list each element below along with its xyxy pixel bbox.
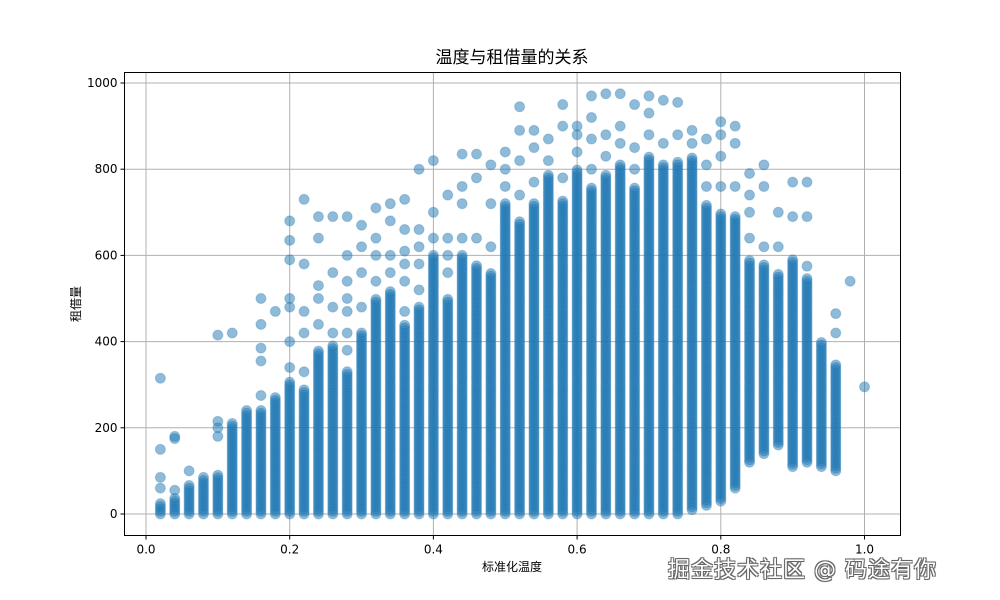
x-tick-label: 0.2 [280,543,299,557]
x-axis-ticks: 0.0 0.2 0.4 0.6 0.8 1.0 [136,535,874,557]
x-axis-label: 标准化温度 [482,559,542,574]
y-tick-label: 200 [95,421,118,435]
x-tick-label: 0.6 [568,543,587,557]
grid-lines [124,72,901,536]
axes-frame [124,72,901,536]
y-axis-label: 租借量 [69,286,83,322]
y-tick-label: 600 [95,248,118,262]
y-tick-label: 0 [110,507,118,521]
x-tick-label: 0.0 [136,543,155,557]
watermark: 掘金技术社区 @ 码途有你 [668,558,937,583]
y-tick-label: 1000 [87,76,118,90]
y-tick-label: 800 [95,162,118,176]
chart-title: 温度与租借量的关系 [436,48,589,68]
x-tick-label: 0.8 [711,543,730,557]
data-points [154,88,870,520]
y-tick-label: 400 [95,335,118,349]
y-axis-ticks: 0 200 400 600 800 1000 [87,76,125,521]
x-tick-label: 1.0 [855,543,874,557]
x-tick-label: 0.4 [424,543,443,557]
